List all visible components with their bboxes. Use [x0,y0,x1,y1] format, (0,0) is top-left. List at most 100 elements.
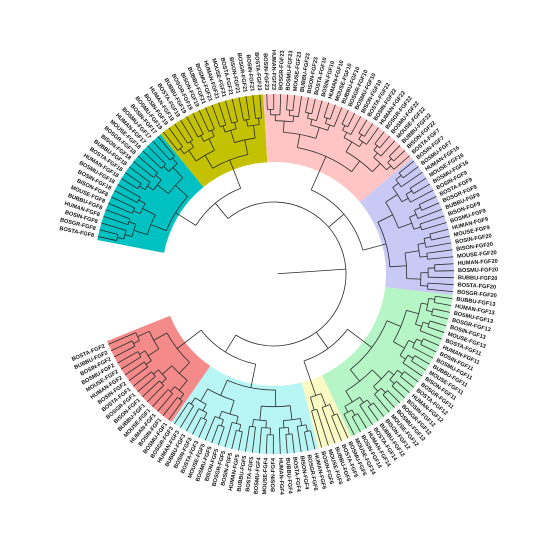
tip-branch [298,96,302,117]
internal-branch [307,112,310,119]
tip-branch [347,112,356,128]
deep-stem [214,202,229,219]
internal-branch [359,141,364,147]
leaf-label: BISON-FGF20 [456,242,493,253]
internal-branch [373,386,379,392]
internal-branch [170,386,176,392]
tip-branch [224,100,233,124]
internal-branch [142,208,156,216]
tip-branch [341,109,349,125]
internal-branch [409,214,417,218]
tip-branch [117,184,141,198]
node-arc [429,233,432,241]
internal-branch [137,330,150,338]
node-arc [373,370,390,387]
node-arc [131,224,137,237]
tip-branch [409,177,427,189]
tip-branch [103,215,129,226]
internal-branch [200,135,205,142]
tip-branch [428,276,454,279]
internal-branch [399,355,406,360]
internal-branch [404,250,420,254]
tip-branch [296,426,302,452]
tip-branch [321,407,336,444]
internal-branch [368,243,387,249]
internal-branch [179,148,185,155]
leaf-label: BOSIN-FGF4 [271,457,277,492]
clade-stem [189,329,202,340]
tip-branch [152,140,171,161]
tip-branch [311,410,323,448]
tip-branch [278,428,281,454]
internal-branch [310,397,315,411]
internal-branch [222,125,226,133]
leaf-label: BUBBU-FGF13 [456,297,496,308]
tip-branch [432,308,450,313]
tip-branch [129,166,151,183]
tip-branch [157,393,173,412]
internal-branch [133,210,141,215]
internal-branch [407,354,414,359]
tip-branch [413,183,431,194]
node-arc [307,117,317,121]
tip-branch [382,394,395,408]
tip-branch [168,127,183,148]
tip-branch [350,116,362,135]
leaf-label: MOUSE-FGF23 [293,51,304,91]
tip-branch [336,413,349,439]
leaf-label: HUMAN-FGF4 [277,458,284,496]
node-arc [203,135,215,142]
node-arc [137,351,142,358]
internal-branch [349,369,360,382]
tip-branch [388,145,401,157]
leaf-label: BISON-FGF4 [298,456,309,491]
node-arc [139,203,146,214]
clade-sector-fgf11 [322,287,453,437]
tip-branch [329,104,336,120]
tip-branch [427,288,454,293]
internal-branch [258,118,260,125]
tip-branch [266,94,268,110]
node-arc [331,413,338,417]
tip-branch [124,361,145,376]
internal-branch [235,416,239,424]
leaf-label: BOSGR-FGF23 [278,50,285,90]
internal-branch [398,222,412,229]
internal-branch [416,338,423,342]
internal-branch [421,302,428,305]
internal-branch [343,132,348,138]
node-arc [341,123,348,128]
node-arc [398,172,404,179]
tip-branch [412,346,434,359]
internal-branch [189,141,194,148]
internal-branch [162,365,173,375]
deep-stem [328,213,345,228]
internal-branch [253,125,256,139]
node-arc [161,163,167,169]
internal-branch [300,418,303,426]
internal-branch [358,134,363,140]
internal-branch [133,340,140,344]
clade-stem [347,328,359,339]
node-arc [236,429,243,433]
tip-branch [374,394,390,413]
tip-branch [231,98,238,122]
node-arc [382,390,388,396]
internal-branch [292,115,295,122]
node-arc [174,386,185,395]
tip-branch [142,380,160,398]
internal-branch [296,134,301,148]
internal-branch [397,369,403,375]
internal-branch [426,309,433,313]
node-arc [392,187,403,203]
leaf-label: BOSTA-FGF5 [245,456,255,492]
tip-branch [419,215,445,225]
internal-branch [238,424,242,432]
tip-branch [323,102,330,118]
tip-branch [114,345,136,358]
tip-branch [117,351,139,364]
internal-branch [417,242,426,245]
tip-branch [105,209,131,220]
tip-branch [231,430,237,450]
internal-branch [179,393,185,400]
